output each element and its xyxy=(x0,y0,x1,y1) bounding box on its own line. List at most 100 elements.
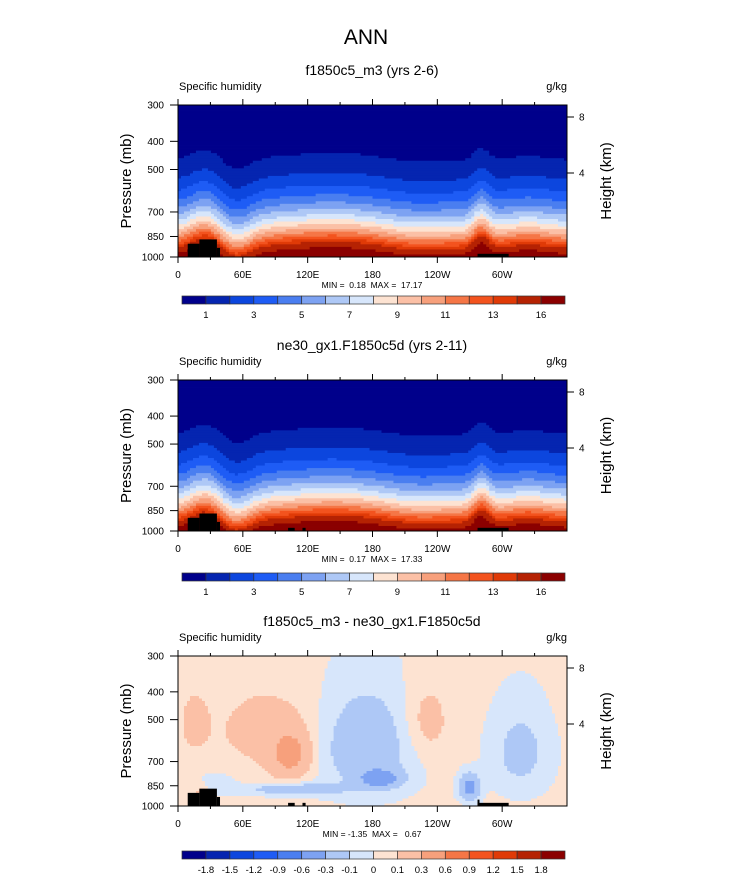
contour-cell xyxy=(267,771,308,774)
contour-cell xyxy=(178,751,242,754)
contour-cell xyxy=(414,746,481,749)
contour-cell xyxy=(474,183,490,187)
contour-cell xyxy=(495,231,508,235)
contour-cell xyxy=(456,798,466,802)
contour-cell xyxy=(243,753,278,757)
contour-cell xyxy=(297,761,314,764)
contour-cell xyxy=(477,488,487,492)
colorbar-box xyxy=(492,572,518,582)
contour-cell xyxy=(558,219,568,222)
contour-cell xyxy=(276,696,323,699)
contour-cell xyxy=(486,455,568,459)
contour-cell xyxy=(178,148,478,151)
contour-cell xyxy=(426,773,457,777)
contour-cell xyxy=(228,718,305,722)
contour-cell xyxy=(219,523,227,527)
contour-cell xyxy=(471,234,475,238)
x-tick-label: 60E xyxy=(234,544,252,555)
contour-cell xyxy=(417,753,481,757)
contour-cell xyxy=(474,468,490,471)
contour-cell xyxy=(495,495,517,499)
contour-cell xyxy=(178,425,197,429)
contour-cell xyxy=(178,158,224,162)
contour-cell xyxy=(178,229,188,233)
contour-cell xyxy=(465,788,475,792)
contour-cell xyxy=(474,211,487,215)
contour-cell xyxy=(339,713,391,717)
contour-cell xyxy=(330,741,400,744)
topography-block xyxy=(477,799,480,806)
contour-cell xyxy=(210,728,227,732)
contour-cell xyxy=(381,430,469,434)
contour-cell xyxy=(486,518,496,522)
contour-cell xyxy=(216,470,230,474)
colorbar-label: 11 xyxy=(440,310,450,321)
contour-cell xyxy=(417,515,433,519)
contour-cell xyxy=(468,198,478,202)
contour-cell xyxy=(555,776,568,779)
contour-cell xyxy=(225,249,230,253)
contour-cell xyxy=(555,513,568,517)
contour-cell xyxy=(474,236,478,240)
contour-cell xyxy=(222,488,233,492)
contour-cell xyxy=(178,661,329,664)
contour-cell xyxy=(270,508,314,512)
contour-cell xyxy=(447,465,478,469)
contour-cell xyxy=(252,495,272,499)
contour-cell xyxy=(405,711,421,714)
contour-cell xyxy=(297,763,311,767)
contour-cell xyxy=(198,508,209,512)
y-tick-label: 1000 xyxy=(142,802,165,813)
colorbar-label: 9 xyxy=(395,587,400,598)
contour-cell xyxy=(249,203,281,207)
contour-cell xyxy=(516,490,541,494)
contour-cell xyxy=(471,460,493,464)
contour-cell xyxy=(474,234,478,238)
contour-cell xyxy=(192,480,215,484)
contour-cell xyxy=(489,221,493,225)
contour-cell xyxy=(393,723,409,727)
contour-cell xyxy=(225,723,308,727)
contour-cell xyxy=(474,445,490,449)
contour-cell xyxy=(309,763,320,767)
contour-cell xyxy=(186,221,197,225)
contour-cell xyxy=(471,503,475,507)
min-max-label: MIN = 0.17 MAX = 17.33 xyxy=(322,554,423,564)
contour-cell xyxy=(489,206,499,210)
variable-label: Specific humidity xyxy=(179,632,262,644)
contour-cell xyxy=(477,226,484,230)
contour-cell xyxy=(282,503,373,507)
contour-cell xyxy=(225,726,308,729)
contour-cell xyxy=(228,498,251,502)
contour-cell xyxy=(474,229,487,233)
topography-block xyxy=(187,792,200,806)
contour-cell xyxy=(186,478,203,482)
colorbar-box xyxy=(181,295,207,305)
x-tick-label: 120W xyxy=(424,270,451,281)
contour-cell xyxy=(261,473,394,477)
contour-cell xyxy=(178,385,568,388)
contour-cell xyxy=(492,203,568,207)
y-axis-label: Pressure (mb) xyxy=(118,408,135,503)
contour-cell xyxy=(255,483,293,487)
contour-cell xyxy=(402,666,568,669)
contour-cell xyxy=(423,698,439,702)
contour-cell xyxy=(495,241,511,245)
contour-cell xyxy=(477,224,487,227)
contour-cell xyxy=(474,221,490,225)
contour-cell xyxy=(396,778,409,782)
contour-cell xyxy=(387,463,469,466)
contour-cell xyxy=(540,490,568,494)
contour-cell xyxy=(378,490,472,494)
contour-cell xyxy=(216,488,224,492)
contour-cell xyxy=(276,748,302,752)
contour-cell xyxy=(240,254,257,258)
contour-cell xyxy=(231,713,302,717)
contour-cell xyxy=(495,211,514,215)
contour-cell xyxy=(390,206,469,210)
contour-cell xyxy=(213,193,227,197)
contour-cell xyxy=(216,460,236,464)
contour-cell xyxy=(456,178,568,182)
contour-cell xyxy=(342,791,418,794)
contour-cell xyxy=(178,208,191,212)
